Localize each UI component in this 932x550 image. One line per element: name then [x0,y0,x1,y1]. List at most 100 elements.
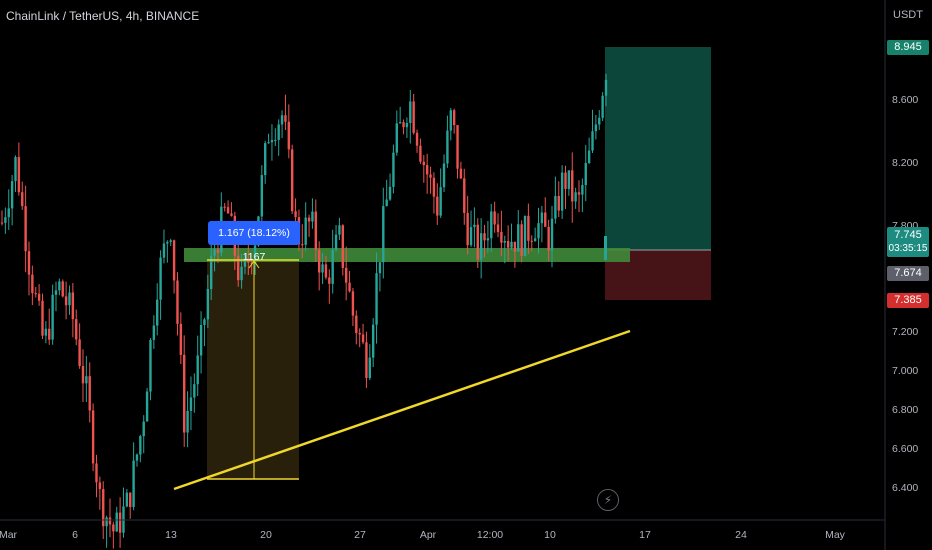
candle [7,208,10,218]
candle [54,290,58,295]
candle [81,365,85,384]
candle [456,125,459,169]
candle [594,124,598,132]
candle [517,224,520,252]
candle [115,512,118,532]
candle [152,325,156,340]
candle [118,512,122,533]
candle [0,222,4,224]
candle [584,163,587,185]
x-tick-label: 10 [544,529,556,541]
candle [341,225,345,268]
x-tick-label: 24 [735,529,747,541]
candle [355,315,358,334]
candle [388,186,392,200]
candle [473,224,476,228]
measure-label: 1.167 (18.12%) 1167 [208,221,300,263]
x-tick-label: Apr [420,529,437,541]
candle [334,234,338,250]
measure-box [207,260,299,479]
lightning-icon[interactable]: ⚡ [597,489,619,511]
candle [78,339,81,366]
target-zone [605,47,711,250]
candle [169,240,172,242]
candle [567,170,571,189]
x-tick-label: May [825,529,846,541]
candle [392,152,395,187]
candle [544,212,547,227]
candle [186,410,189,433]
y-tick-label: 8.600 [892,94,918,106]
candle [314,211,318,250]
x-tick-label: 17 [639,529,651,541]
candle [37,293,41,301]
currency-label: USDT [893,9,923,21]
candle [34,293,37,295]
candle [98,482,102,490]
candle [277,124,280,140]
candle [560,172,564,211]
candle [500,231,503,243]
candle [503,240,506,243]
candle [321,264,324,273]
candle [601,95,604,118]
candle [385,199,388,207]
candle [24,206,27,252]
candle [304,217,307,245]
candle [439,187,442,216]
candle [449,110,452,131]
candle [193,384,196,398]
target-price-badge: 8.945 [887,40,929,55]
candle [21,192,24,207]
candle [206,289,210,320]
candle [331,249,334,284]
ascending-trendline [173,329,631,491]
candle [452,110,456,126]
candle [496,224,500,232]
candle [4,217,7,223]
candle [581,184,584,195]
candle [378,262,382,274]
candle [64,296,68,306]
candle [280,115,284,125]
current-price-badge: 7.745 03:35:15 [887,227,929,257]
countdown-timer: 03:35:15 [888,243,928,254]
candle [112,524,115,532]
candle [48,328,51,340]
candle [284,115,287,122]
candle [412,101,415,133]
candle [493,211,496,225]
candle [415,132,419,146]
candle [270,139,274,143]
candle [10,181,14,209]
candle [44,328,48,336]
candle [166,241,169,244]
candle [17,157,21,193]
candle [338,225,341,235]
candle [179,323,183,355]
x-tick-label: 12:00 [477,529,503,541]
candle [564,172,567,189]
candle [132,460,135,508]
candle [395,123,398,153]
chart-title: ChainLink / TetherUS, 4h, BINANCE [6,9,200,23]
candle [577,192,581,195]
candle [14,157,17,182]
candle [145,391,149,422]
x-tick-label: Mar [0,529,18,541]
y-tick-label: 8.200 [892,157,918,169]
y-tick-label: 6.600 [892,443,918,455]
candle [382,206,385,263]
candle [290,149,294,212]
x-tick-label: 6 [72,529,78,541]
candle [328,277,331,284]
candle [436,196,439,216]
candle [419,145,422,162]
candle [375,273,378,325]
candle [446,130,449,164]
candle [317,249,321,273]
candle [527,215,530,241]
candle [476,224,479,260]
candle [425,165,429,175]
